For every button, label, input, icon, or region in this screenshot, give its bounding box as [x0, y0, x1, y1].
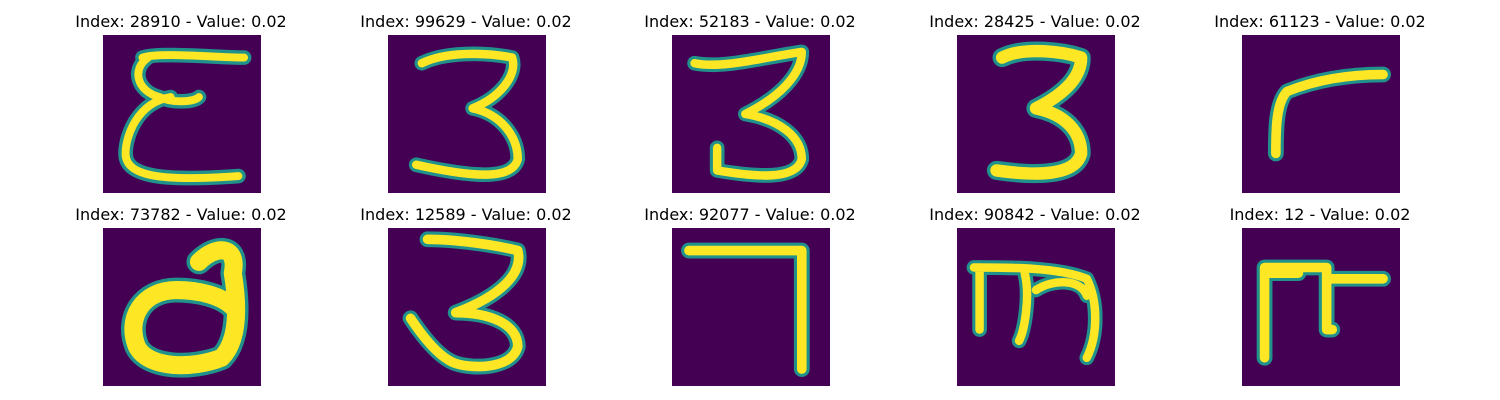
- digit-image-three: [672, 35, 830, 193]
- panel-title: Index: 28910 - Value: 0.02: [75, 12, 287, 31]
- digit-image-d-loop: [103, 228, 261, 386]
- panel-title: Index: 90842 - Value: 0.02: [929, 205, 1141, 224]
- panel-title: Index: 99629 - Value: 0.02: [360, 12, 572, 31]
- digit-image-three-open: [388, 228, 546, 386]
- digit-image-three: [388, 35, 546, 193]
- digit-image-seven: [672, 228, 830, 386]
- panel-2: Index: 52183 - Value: 0.02: [620, 11, 880, 201]
- digit-image-three-bold: [957, 35, 1115, 193]
- panel-4: Index: 61123 - Value: 0.02: [1190, 11, 1450, 201]
- panel-6: Index: 12589 - Value: 0.02: [336, 204, 596, 394]
- panel-3: Index: 28425 - Value: 0.02: [905, 11, 1165, 201]
- panel-title: Index: 12 - Value: 0.02: [1229, 205, 1411, 224]
- digit-image-m-shape: [957, 228, 1115, 386]
- digit-image-cursive-e: [103, 35, 261, 193]
- panel-9: Index: 12 - Value: 0.02: [1190, 204, 1450, 394]
- panel-title: Index: 61123 - Value: 0.02: [1214, 12, 1426, 31]
- panel-7: Index: 92077 - Value: 0.02: [620, 204, 880, 394]
- panel-title: Index: 12589 - Value: 0.02: [360, 205, 572, 224]
- panel-5: Index: 73782 - Value: 0.02: [51, 204, 311, 394]
- panel-8: Index: 90842 - Value: 0.02: [905, 204, 1165, 394]
- panel-title: Index: 92077 - Value: 0.02: [644, 205, 856, 224]
- panel-title: Index: 52183 - Value: 0.02: [644, 12, 856, 31]
- digit-image-pi-shape: [1242, 228, 1400, 386]
- panel-title: Index: 73782 - Value: 0.02: [75, 205, 287, 224]
- panel-1: Index: 99629 - Value: 0.02: [336, 11, 596, 201]
- panel-0: Index: 28910 - Value: 0.02: [51, 11, 311, 201]
- digit-image-r-curve: [1242, 35, 1400, 193]
- panel-title: Index: 28425 - Value: 0.02: [929, 12, 1141, 31]
